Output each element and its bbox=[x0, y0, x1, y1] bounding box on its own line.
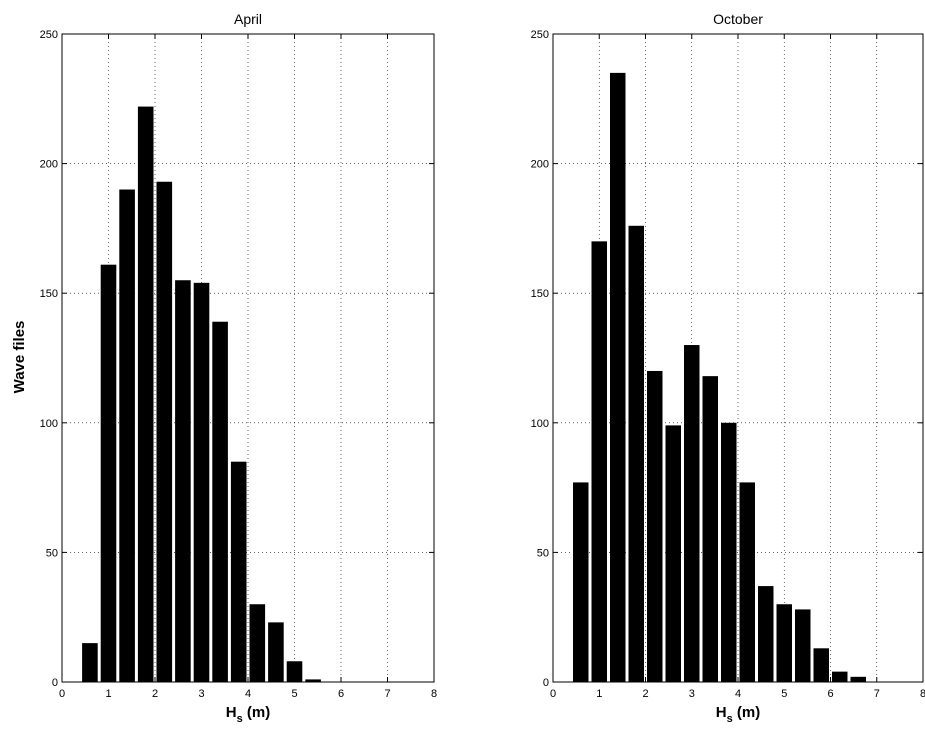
x-axis-label: Hs (m) bbox=[716, 704, 760, 725]
histogram-bar bbox=[739, 482, 755, 682]
x-tick-label: 4 bbox=[245, 688, 251, 700]
x-tick-label: 7 bbox=[874, 688, 880, 700]
histogram-bar bbox=[721, 422, 737, 682]
histogram-bar bbox=[832, 671, 848, 682]
histogram-bar bbox=[758, 586, 774, 682]
histogram-bar bbox=[776, 604, 792, 682]
x-axis-label-subscript: s bbox=[727, 713, 733, 725]
panel-1: 0 1 2 3 4 5 6 7 8 0 50 100 150 200 250 April Hs (m) bbox=[40, 11, 437, 725]
histogram-bar bbox=[249, 604, 266, 682]
x-axis-label-unit: (m) bbox=[243, 704, 271, 721]
histogram-bar bbox=[573, 482, 589, 682]
x-axis-label-unit: (m) bbox=[733, 704, 761, 721]
histogram-bar bbox=[591, 241, 607, 683]
x-tick-label: 8 bbox=[920, 688, 925, 700]
x-axis-label-subscript: s bbox=[237, 713, 243, 725]
y-tick-label: 250 bbox=[40, 29, 58, 41]
x-tick-label: 3 bbox=[198, 688, 204, 700]
y-axis-label: Wave files bbox=[11, 321, 28, 394]
histogram-bar bbox=[813, 648, 829, 682]
x-tick-label: 4 bbox=[735, 688, 741, 700]
x-axis-label-main: H bbox=[226, 704, 237, 721]
x-tick-label: 1 bbox=[105, 688, 111, 700]
y-tick-label: 250 bbox=[531, 29, 549, 41]
chart-title: October bbox=[713, 11, 763, 27]
y-tick-label: 50 bbox=[46, 547, 58, 559]
y-tick-label: 200 bbox=[40, 159, 58, 171]
histogram-bar bbox=[665, 425, 681, 682]
y-tick-label: 50 bbox=[537, 547, 549, 559]
x-tick-label: 0 bbox=[59, 688, 65, 700]
chart-title: April bbox=[234, 11, 262, 27]
x-axis-label: Hs (m) bbox=[226, 704, 270, 725]
histogram-bar bbox=[850, 676, 866, 682]
panel-2: 0 1 2 3 4 5 6 7 8 0 50 100 150 200 250 October Hs (m) bbox=[531, 11, 925, 725]
x-tick-label: 6 bbox=[827, 688, 833, 700]
histogram-bar bbox=[137, 106, 154, 683]
histogram-bar bbox=[702, 376, 718, 682]
histogram-bar bbox=[610, 72, 626, 682]
histogram-bar bbox=[100, 264, 117, 682]
histogram-bar bbox=[193, 282, 210, 682]
histogram-bar bbox=[305, 679, 321, 682]
histogram-bar bbox=[647, 370, 663, 682]
histogram-bar bbox=[268, 622, 284, 682]
x-tick-label: 1 bbox=[596, 688, 602, 700]
histogram-bar bbox=[212, 321, 228, 682]
histogram-bar bbox=[156, 181, 173, 682]
x-tick-label: 5 bbox=[291, 688, 297, 700]
histogram-bar bbox=[230, 461, 247, 682]
y-tick-label: 0 bbox=[52, 677, 58, 689]
y-tick-label: 150 bbox=[531, 288, 549, 300]
x-tick-label: 2 bbox=[642, 688, 648, 700]
x-tick-label: 3 bbox=[689, 688, 695, 700]
x-tick-label: 0 bbox=[550, 688, 556, 700]
histogram-bar bbox=[82, 643, 98, 682]
y-tick-label: 100 bbox=[40, 418, 58, 430]
x-tick-label: 6 bbox=[338, 688, 344, 700]
y-tick-label: 200 bbox=[531, 159, 549, 171]
histogram-bar bbox=[119, 189, 135, 682]
histogram-bar bbox=[684, 345, 700, 682]
y-tick-label: 0 bbox=[543, 677, 549, 689]
x-tick-label: 8 bbox=[431, 688, 437, 700]
histogram-bar bbox=[795, 609, 811, 682]
y-tick-label: 100 bbox=[531, 418, 549, 430]
histogram-bar bbox=[175, 280, 191, 682]
x-tick-label: 7 bbox=[384, 688, 390, 700]
x-axis-label-main: H bbox=[716, 704, 727, 721]
y-tick-label: 150 bbox=[40, 288, 58, 300]
histogram-bar bbox=[628, 225, 644, 683]
x-tick-label: 2 bbox=[152, 688, 158, 700]
x-tick-label: 5 bbox=[781, 688, 787, 700]
histogram-bar bbox=[286, 661, 303, 682]
